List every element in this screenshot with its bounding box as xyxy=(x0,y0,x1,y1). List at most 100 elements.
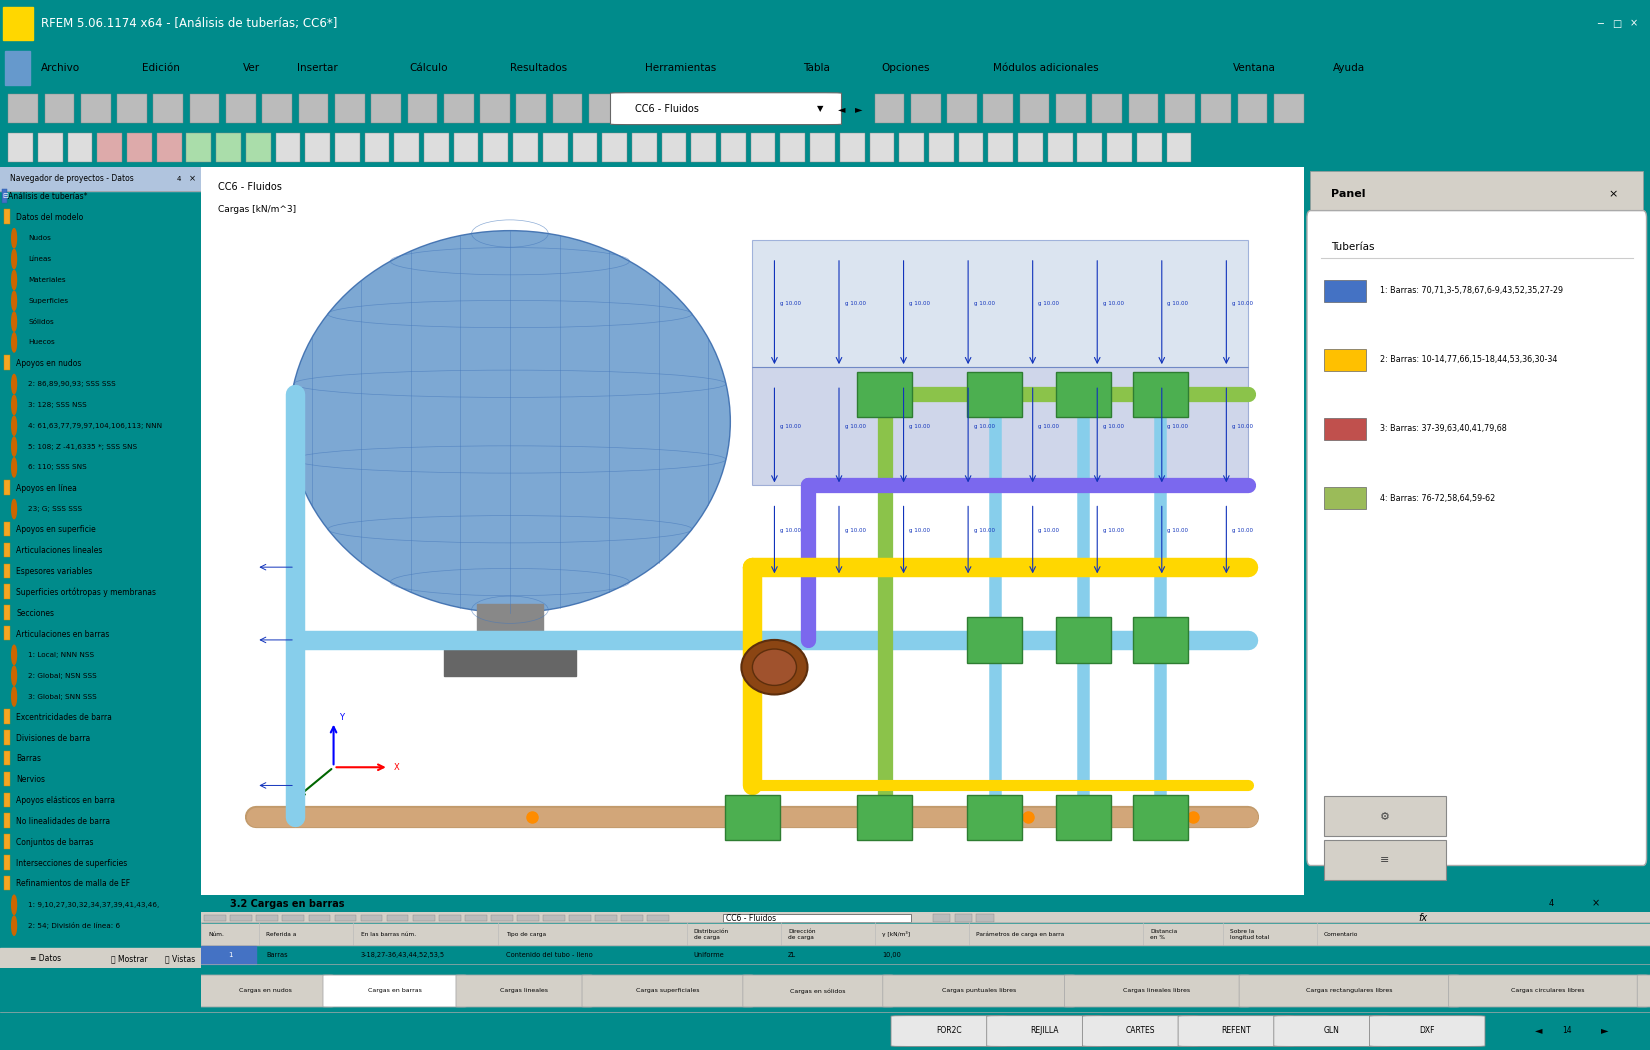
Circle shape xyxy=(12,270,16,290)
Text: ≡: ≡ xyxy=(1381,855,1389,864)
Bar xyxy=(569,915,591,921)
Text: Intersecciones de superficies: Intersecciones de superficies xyxy=(16,859,127,867)
Bar xyxy=(3,585,10,598)
FancyBboxPatch shape xyxy=(891,1015,1006,1047)
Bar xyxy=(465,915,487,921)
Bar xyxy=(1201,93,1231,124)
Text: Materiales: Materiales xyxy=(28,277,66,282)
Bar xyxy=(38,132,63,163)
Bar xyxy=(1092,93,1122,124)
Bar xyxy=(216,132,241,163)
Bar xyxy=(190,93,219,124)
Bar xyxy=(335,915,356,921)
Bar xyxy=(1018,132,1043,163)
Text: X: X xyxy=(394,762,399,772)
Bar xyxy=(371,93,401,124)
Bar xyxy=(201,912,1650,923)
Bar xyxy=(365,132,389,163)
FancyBboxPatch shape xyxy=(610,92,842,125)
Circle shape xyxy=(12,437,16,456)
Bar xyxy=(734,93,764,124)
Text: Nervios: Nervios xyxy=(16,775,45,784)
FancyBboxPatch shape xyxy=(196,975,333,1007)
Bar xyxy=(3,835,10,848)
Bar xyxy=(1129,93,1158,124)
Bar xyxy=(3,626,10,640)
Bar xyxy=(117,93,147,124)
Text: Tipo de carga: Tipo de carga xyxy=(505,931,546,937)
Text: Sólidos: Sólidos xyxy=(28,318,54,324)
FancyBboxPatch shape xyxy=(455,975,592,1007)
Bar xyxy=(573,132,597,163)
Text: 2: 86,89,90,93; SSS SSS: 2: 86,89,90,93; SSS SSS xyxy=(28,381,116,387)
Text: Divisiones de barra: Divisiones de barra xyxy=(16,734,91,742)
Text: 2: Global; NSN SSS: 2: Global; NSN SSS xyxy=(28,673,97,678)
Circle shape xyxy=(12,916,16,936)
Text: ►: ► xyxy=(1600,1025,1609,1035)
Text: g 10.00: g 10.00 xyxy=(1233,528,1252,533)
Text: ⊟: ⊟ xyxy=(2,193,8,198)
Text: g 10.00: g 10.00 xyxy=(1038,424,1059,428)
Bar xyxy=(1325,487,1366,509)
Bar xyxy=(1056,617,1110,663)
Text: Cargas puntuales libres: Cargas puntuales libres xyxy=(942,988,1016,993)
Text: Tabla: Tabla xyxy=(804,63,830,74)
Bar xyxy=(1056,372,1110,417)
Circle shape xyxy=(12,687,16,706)
Bar xyxy=(780,132,805,163)
Bar xyxy=(632,132,657,163)
Text: g 10.00: g 10.00 xyxy=(909,301,931,306)
Text: En las barras núm.: En las barras núm. xyxy=(361,931,416,937)
Bar xyxy=(1056,795,1110,840)
Text: CC6 - Fluidos: CC6 - Fluidos xyxy=(726,914,776,923)
FancyBboxPatch shape xyxy=(1449,975,1647,1007)
Text: ×: × xyxy=(190,174,196,184)
Bar xyxy=(3,522,10,537)
Text: g 10.00: g 10.00 xyxy=(1167,301,1188,306)
Text: g 10.00: g 10.00 xyxy=(780,301,800,306)
Text: ×: × xyxy=(1630,19,1637,28)
Bar xyxy=(477,604,543,649)
Circle shape xyxy=(12,666,16,686)
Bar xyxy=(929,132,954,163)
Bar xyxy=(662,93,691,124)
Text: 1: 1 xyxy=(228,952,233,959)
Text: Líneas: Líneas xyxy=(28,256,51,262)
Bar xyxy=(394,132,419,163)
Bar xyxy=(1165,93,1195,124)
Ellipse shape xyxy=(752,649,797,686)
Text: Opciones: Opciones xyxy=(881,63,929,74)
Text: Apoyos elásticos en barra: Apoyos elásticos en barra xyxy=(16,796,116,805)
Text: 5: 108; Z -41,6335 *; SSS SNS: 5: 108; Z -41,6335 *; SSS SNS xyxy=(28,443,137,449)
Text: Cargas rectangulares libres: Cargas rectangulares libres xyxy=(1305,988,1393,993)
FancyBboxPatch shape xyxy=(323,975,465,1007)
Bar xyxy=(932,915,950,922)
Bar xyxy=(840,132,865,163)
Bar xyxy=(480,93,510,124)
Bar xyxy=(988,132,1013,163)
Bar xyxy=(516,915,540,921)
Text: □: □ xyxy=(1612,19,1622,28)
Text: g 10.00: g 10.00 xyxy=(780,424,800,428)
Text: ⚙: ⚙ xyxy=(1379,812,1389,822)
Bar xyxy=(911,93,940,124)
Text: Archivo: Archivo xyxy=(41,63,81,74)
Text: CARTES: CARTES xyxy=(1125,1026,1155,1035)
Bar xyxy=(309,915,330,921)
Text: g 10.00: g 10.00 xyxy=(1102,301,1124,306)
FancyBboxPatch shape xyxy=(742,975,893,1007)
Text: Refinamientos de malla de EF: Refinamientos de malla de EF xyxy=(16,880,130,888)
Bar xyxy=(622,915,644,921)
Text: γ [kN/m³]: γ [kN/m³] xyxy=(883,931,911,938)
Bar xyxy=(205,915,226,921)
Bar xyxy=(662,132,686,163)
Text: 1: Barras: 70,71,3-5,78,67,6-9,43,52,35,27-29: 1: Barras: 70,71,3-5,78,67,6-9,43,52,35,… xyxy=(1379,287,1563,295)
Circle shape xyxy=(12,646,16,665)
Bar xyxy=(1048,132,1072,163)
Text: Tuberías: Tuberías xyxy=(1332,242,1374,252)
Text: Parámetros de carga en barra: Parámetros de carga en barra xyxy=(977,931,1064,937)
Text: Datos del modelo: Datos del modelo xyxy=(16,213,84,222)
FancyBboxPatch shape xyxy=(582,975,752,1007)
Text: CC6 - Fluidos: CC6 - Fluidos xyxy=(635,104,700,113)
Bar xyxy=(856,795,912,840)
